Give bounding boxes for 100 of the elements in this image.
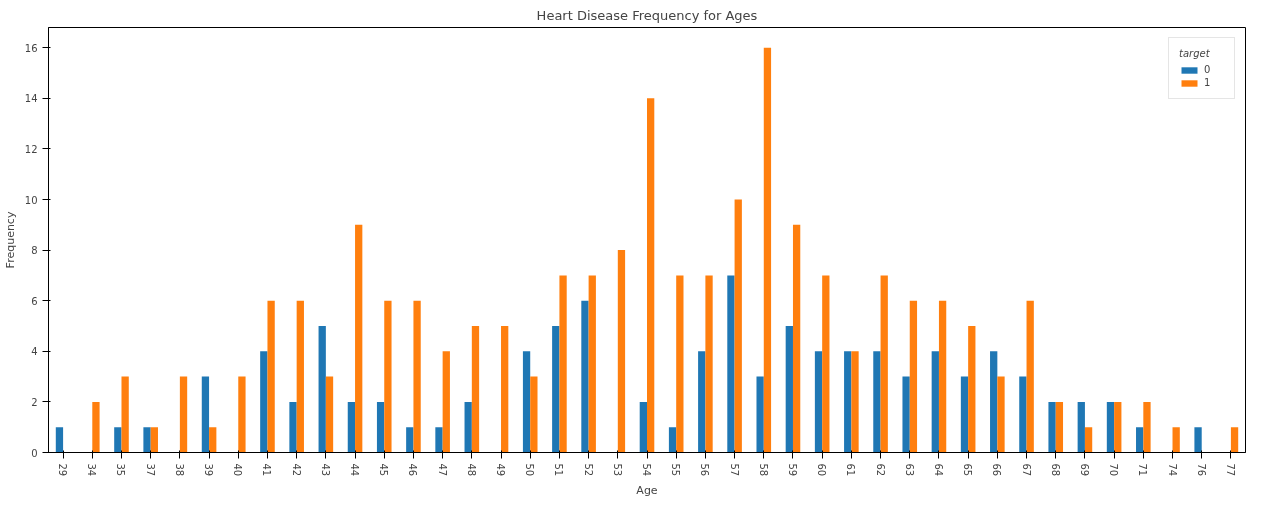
bar — [581, 300, 589, 453]
x-tick-label: 38 — [173, 463, 185, 477]
bar — [1106, 401, 1115, 453]
bar — [1230, 427, 1239, 453]
bar — [938, 300, 947, 453]
bar — [990, 351, 998, 453]
x-tick-label: 71 — [1137, 463, 1149, 477]
bar — [1084, 427, 1093, 453]
y-tick-label: 6 — [31, 295, 38, 307]
y-tick-label: 0 — [31, 447, 38, 459]
bar — [55, 427, 64, 453]
x-tick-label: 63 — [903, 463, 915, 477]
bar — [435, 427, 443, 453]
bar — [698, 351, 706, 453]
bar — [756, 376, 764, 453]
x-tick-label: 52 — [582, 463, 594, 477]
bar — [1019, 376, 1027, 453]
y-tick-label: 10 — [24, 194, 38, 206]
bar — [150, 427, 158, 453]
bar — [734, 199, 742, 453]
x-tick-label: 59 — [786, 463, 798, 477]
bar — [355, 224, 363, 453]
bar — [384, 300, 392, 453]
y-axis-title: Frequency — [3, 211, 17, 269]
y-tick-label: 4 — [31, 346, 38, 358]
x-tick-label: 46 — [407, 463, 419, 477]
legend-title: target — [1179, 48, 1211, 59]
legend-label: 1 — [1204, 77, 1212, 88]
bar — [296, 300, 304, 453]
bar — [785, 326, 793, 453]
bar — [873, 351, 881, 453]
bar — [413, 300, 421, 453]
bar — [617, 250, 626, 453]
bar — [931, 351, 939, 453]
bar — [522, 351, 531, 453]
x-tick-label: 77 — [1224, 463, 1236, 477]
x-tick-label: 51 — [553, 463, 565, 477]
bar — [1048, 401, 1056, 453]
bar — [347, 401, 356, 453]
bar — [92, 401, 100, 453]
bar — [179, 376, 188, 453]
bar — [902, 376, 910, 453]
x-tick-label: 41 — [261, 463, 273, 477]
x-tick-label: 44 — [349, 463, 361, 477]
bar — [676, 275, 684, 453]
x-tick-label: 35 — [115, 463, 127, 477]
bar — [668, 427, 677, 453]
bar — [209, 427, 217, 453]
y-tick-label: 16 — [24, 42, 38, 54]
bar — [844, 351, 852, 453]
bar — [1077, 401, 1085, 453]
bar — [1114, 401, 1122, 453]
bar — [325, 376, 334, 453]
bar — [238, 376, 246, 453]
bar — [121, 376, 129, 453]
x-tick-label: 55 — [670, 463, 682, 477]
y-tick-label: 12 — [24, 143, 38, 155]
x-tick-label: 42 — [290, 463, 302, 477]
y-tick-label: 14 — [24, 93, 38, 105]
bar — [647, 98, 655, 453]
bar — [289, 401, 297, 453]
x-tick-label: 54 — [641, 463, 652, 477]
x-tick-label: 43 — [319, 463, 331, 477]
x-tick-label: 49 — [495, 463, 507, 477]
bar — [968, 326, 976, 453]
bar — [143, 427, 151, 453]
x-tick-label: 76 — [1195, 463, 1207, 477]
x-tick-label: 61 — [845, 463, 857, 477]
legend-label: 0 — [1204, 64, 1212, 75]
bar — [114, 427, 122, 453]
x-tick-label: 56 — [699, 463, 711, 477]
bar — [552, 326, 560, 453]
x-tick-label: 53 — [611, 463, 623, 477]
bar — [1136, 427, 1144, 453]
x-tick-label: 64 — [932, 463, 944, 477]
x-tick-label: 74 — [1166, 463, 1178, 477]
y-tick-label: 8 — [31, 245, 38, 257]
bar — [727, 275, 735, 453]
bar — [1172, 427, 1180, 453]
x-tick-label: 47 — [436, 463, 448, 477]
bar — [1194, 427, 1202, 453]
bar — [909, 300, 918, 453]
x-tick-label: 69 — [1078, 463, 1090, 477]
bar — [880, 275, 888, 453]
x-tick-label: 66 — [991, 463, 1003, 477]
bar — [376, 401, 385, 453]
bar — [260, 351, 268, 453]
y-tick-label: 2 — [31, 396, 38, 408]
bar — [792, 224, 801, 453]
x-tick-label: 29 — [57, 463, 69, 477]
x-tick-label: 70 — [1108, 463, 1120, 477]
bar — [1055, 401, 1064, 453]
x-tick-label: 57 — [728, 463, 740, 477]
x-tick-label: 39 — [203, 463, 215, 477]
x-tick-label: 40 — [232, 463, 244, 477]
bar — [588, 275, 596, 453]
x-tick-label: 62 — [874, 463, 886, 477]
x-tick-label: 68 — [1049, 463, 1061, 477]
bar — [201, 376, 210, 453]
bar — [705, 275, 713, 453]
